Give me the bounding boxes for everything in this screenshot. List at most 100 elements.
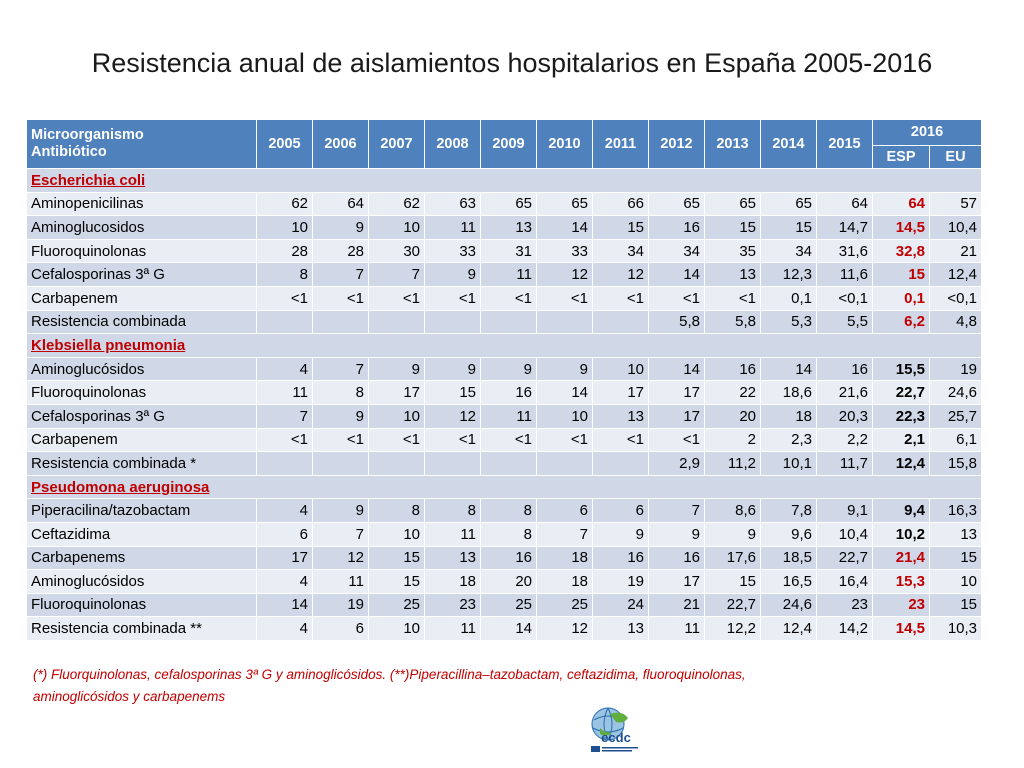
value-cell: 11 — [312, 569, 369, 594]
value-cell: 12 — [424, 403, 481, 429]
antibiotic-name: Carbapenem — [26, 285, 257, 311]
value-cell: 11,6 — [816, 262, 873, 287]
value-cell: 13 — [704, 262, 761, 287]
value-cell: 9 — [424, 262, 481, 287]
value-cell — [592, 309, 649, 335]
value-cell: <1 — [256, 427, 313, 453]
antibiotic-name: Carbapenem — [26, 427, 257, 453]
antibiotic-name: Fluoroquinolonas — [26, 592, 257, 618]
value-cell: 17 — [256, 545, 313, 571]
value-cell: 6 — [536, 498, 593, 523]
header-year: 2006 — [312, 119, 369, 169]
value-cell: <1 — [424, 427, 481, 453]
esp-value-cell: 15,3 — [872, 569, 930, 594]
footnote: (*) Fluorquinolonas, cefalosporinas 3ª G… — [33, 664, 913, 708]
organism-name: Klebsiella pneumonia — [31, 336, 186, 354]
value-cell: 12,2 — [704, 616, 761, 641]
table-row: Cefalosporinas 3ª G 7 9 10 12 11 10 13 17 20 18 20,… — [26, 403, 983, 429]
value-cell: 65 — [704, 191, 761, 217]
value-cell: 10 — [536, 403, 593, 429]
value-cell: 17 — [368, 380, 425, 405]
esp-value-cell: 64 — [872, 191, 930, 217]
eu-value-cell: 15 — [928, 545, 983, 571]
value-cell: 15 — [760, 215, 817, 240]
table-row: Cefalosporinas 3ª G 8 7 7 9 11 12 12 14 13 12,3 11,… — [26, 262, 983, 287]
header-year: 2014 — [760, 119, 817, 169]
value-cell: 11 — [424, 521, 481, 547]
value-cell: 15 — [704, 569, 761, 594]
header-year: 2005 — [256, 119, 313, 169]
value-cell: 2,3 — [760, 427, 817, 453]
value-cell — [536, 451, 593, 476]
eu-value-cell: 12,4 — [928, 262, 983, 287]
value-cell: 13 — [480, 215, 537, 240]
value-cell: 65 — [480, 191, 537, 217]
eu-value-cell: 6,1 — [928, 427, 983, 453]
section-cell: Pseudomona aeruginosa — [25, 474, 983, 500]
value-cell: 15 — [704, 215, 761, 240]
value-cell: 10 — [256, 215, 313, 240]
value-cell: <1 — [704, 285, 761, 311]
value-cell: 12 — [536, 262, 593, 287]
logo-text: ecdc — [601, 730, 631, 745]
value-cell: 11,7 — [816, 451, 873, 476]
value-cell: 2,9 — [648, 451, 705, 476]
value-cell: 65 — [536, 191, 593, 217]
value-cell: 14 — [480, 616, 537, 641]
value-cell: <1 — [592, 285, 649, 311]
value-cell: 34 — [592, 238, 649, 264]
value-cell: 30 — [368, 238, 425, 264]
value-cell: 23 — [816, 592, 873, 618]
value-cell: 19 — [312, 592, 369, 618]
value-cell: 9 — [480, 356, 537, 382]
value-cell: <1 — [368, 285, 425, 311]
value-cell — [312, 309, 369, 335]
value-cell: <1 — [424, 285, 481, 311]
value-cell: 9 — [312, 215, 369, 240]
value-cell: 11,2 — [704, 451, 761, 476]
antibiotic-name: Cefalosporinas 3ª G — [26, 262, 257, 287]
header-year: 2015 — [816, 119, 873, 169]
value-cell: 66 — [592, 191, 649, 217]
value-cell: 35 — [704, 238, 761, 264]
esp-value-cell: 15 — [872, 262, 930, 287]
value-cell: 17,6 — [704, 545, 761, 571]
value-cell: <1 — [312, 427, 369, 453]
value-cell: 20 — [480, 569, 537, 594]
value-cell: 15 — [424, 380, 481, 405]
value-cell: 7 — [648, 498, 705, 523]
value-cell: 10 — [368, 616, 425, 641]
value-cell: 19 — [592, 569, 649, 594]
value-cell: 20,3 — [816, 403, 873, 429]
value-cell: 15 — [368, 569, 425, 594]
value-cell: 31,6 — [816, 238, 873, 264]
antibiotic-name: Aminopenicilinas — [26, 191, 257, 217]
value-cell: 8 — [256, 262, 313, 287]
eu-value-cell: 15 — [928, 592, 983, 618]
value-cell: 21,6 — [816, 380, 873, 405]
eu-value-cell: 19 — [928, 356, 983, 382]
value-cell: 7 — [536, 521, 593, 547]
value-cell: <1 — [536, 427, 593, 453]
value-cell: 7 — [312, 356, 369, 382]
value-cell: 4 — [256, 616, 313, 641]
value-cell: 14 — [648, 356, 705, 382]
value-cell: 9 — [704, 521, 761, 547]
value-cell: 4 — [256, 498, 313, 523]
value-cell: 16 — [480, 380, 537, 405]
value-cell: 5,5 — [816, 309, 873, 335]
esp-value-cell: 9,4 — [872, 498, 930, 523]
value-cell: 17 — [592, 380, 649, 405]
value-cell: 14,2 — [816, 616, 873, 641]
value-cell: 18 — [536, 545, 593, 571]
header-antibiotic-label: Antibiótico — [31, 144, 107, 160]
value-cell: 14 — [536, 380, 593, 405]
header-year: 2010 — [536, 119, 593, 169]
table-row: Piperacilina/tazobactam 4 9 8 8 8 6 6 7 8,6 7,8 9,1… — [26, 498, 983, 523]
value-cell: 9 — [424, 356, 481, 382]
value-cell: 10 — [368, 521, 425, 547]
table-body: Escherichia coli Aminopenicilinas 62 64 62 63… — [25, 168, 983, 641]
esp-value-cell: 14,5 — [872, 616, 930, 641]
esp-value-cell: 15,5 — [872, 356, 930, 382]
value-cell: 7 — [256, 403, 313, 429]
